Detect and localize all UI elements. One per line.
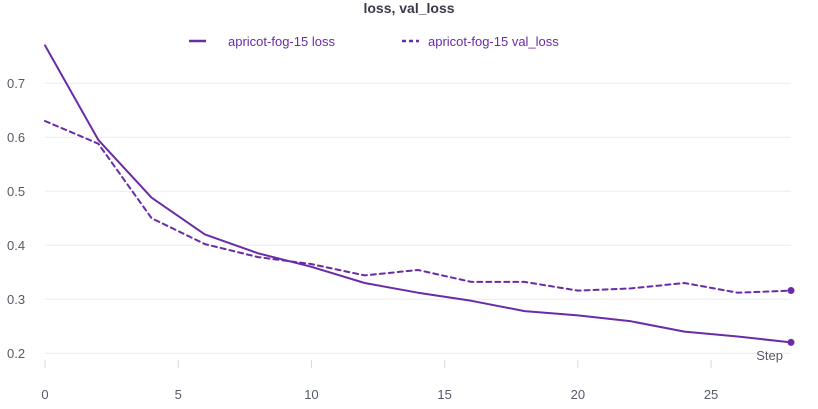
- x-axis-title: Step: [756, 348, 783, 363]
- x-tick-label: 25: [704, 387, 718, 402]
- x-axis-ticks: 0 5 10 15 20 25: [41, 360, 718, 402]
- y-tick-label: 0.4: [7, 238, 25, 253]
- y-tick-label: 0.3: [7, 292, 25, 307]
- gridlines: [45, 82, 791, 354]
- x-tick-label: 20: [571, 387, 585, 402]
- series-end-point: [787, 338, 795, 346]
- series-line-loss: [44, 44, 792, 344]
- legend-label-val-loss: apricot-fog-15 val_loss: [428, 34, 559, 49]
- x-tick-label: 5: [175, 387, 182, 402]
- series-line-val-loss: [44, 120, 792, 294]
- series-lines: [44, 44, 795, 346]
- y-tick-label: 0.7: [7, 76, 25, 91]
- chart-title: loss, val_loss: [363, 0, 454, 16]
- y-tick-label: 0.5: [7, 184, 25, 199]
- legend-label-loss: apricot-fog-15 loss: [228, 34, 335, 49]
- series-end-point: [787, 287, 795, 295]
- y-tick-label: 0.6: [7, 130, 25, 145]
- x-tick-label: 0: [41, 387, 48, 402]
- x-tick-label: 10: [304, 387, 318, 402]
- legend: apricot-fog-15 loss apricot-fog-15 val_l…: [189, 34, 559, 49]
- y-axis-ticks: 0.2 0.3 0.4 0.5 0.6 0.7: [7, 76, 25, 361]
- y-tick-label: 0.2: [7, 346, 25, 361]
- x-tick-label: 15: [437, 387, 451, 402]
